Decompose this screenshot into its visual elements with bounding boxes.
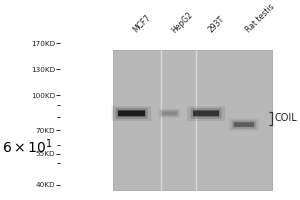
- FancyBboxPatch shape: [158, 109, 180, 118]
- FancyBboxPatch shape: [230, 119, 259, 131]
- Text: 293T: 293T: [206, 15, 226, 35]
- FancyBboxPatch shape: [160, 110, 178, 117]
- FancyBboxPatch shape: [232, 120, 256, 129]
- FancyBboxPatch shape: [193, 110, 219, 116]
- FancyBboxPatch shape: [234, 122, 254, 127]
- FancyBboxPatch shape: [112, 50, 272, 190]
- Text: HepG2: HepG2: [169, 10, 194, 35]
- FancyBboxPatch shape: [162, 112, 177, 115]
- FancyBboxPatch shape: [112, 106, 151, 121]
- FancyBboxPatch shape: [187, 106, 225, 121]
- FancyBboxPatch shape: [191, 108, 221, 119]
- Text: Rat testis: Rat testis: [244, 3, 276, 35]
- Text: COIL: COIL: [275, 113, 298, 123]
- FancyBboxPatch shape: [118, 110, 145, 116]
- FancyBboxPatch shape: [116, 108, 148, 119]
- Text: MCF7: MCF7: [131, 13, 153, 35]
